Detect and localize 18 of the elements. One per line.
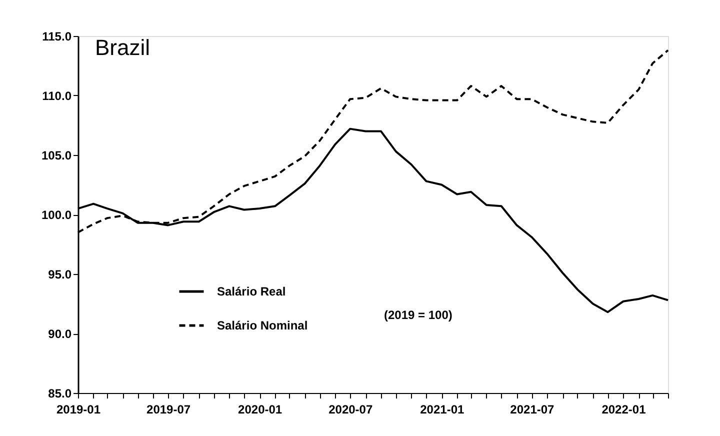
y-tick-label: 85.0 [48, 386, 72, 400]
y-tick-label: 90.0 [48, 327, 72, 341]
chart-title: Brazil [95, 35, 150, 60]
y-tick-label: 115.0 [42, 30, 72, 44]
y-tick-label: 105.0 [41, 148, 72, 162]
x-tick-label: 2021-01 [420, 402, 464, 416]
y-tick-label: 110.0 [42, 89, 72, 103]
legend-label: Salário Nominal [217, 318, 308, 332]
x-tick-label: 2019-01 [56, 402, 101, 416]
x-tick-label: 2021-07 [510, 402, 555, 416]
x-tick-label: 2022-01 [602, 402, 646, 416]
x-tick-label: 2020-01 [238, 402, 282, 416]
x-tick-label: 2019-07 [146, 402, 191, 416]
y-tick-label: 95.0 [48, 268, 72, 282]
legend-label: Salário Real [217, 284, 286, 298]
y-tick-label: 100.0 [41, 208, 72, 222]
x-tick-label: 2020-07 [328, 402, 373, 416]
annotation: (2019 = 100) [384, 308, 452, 322]
